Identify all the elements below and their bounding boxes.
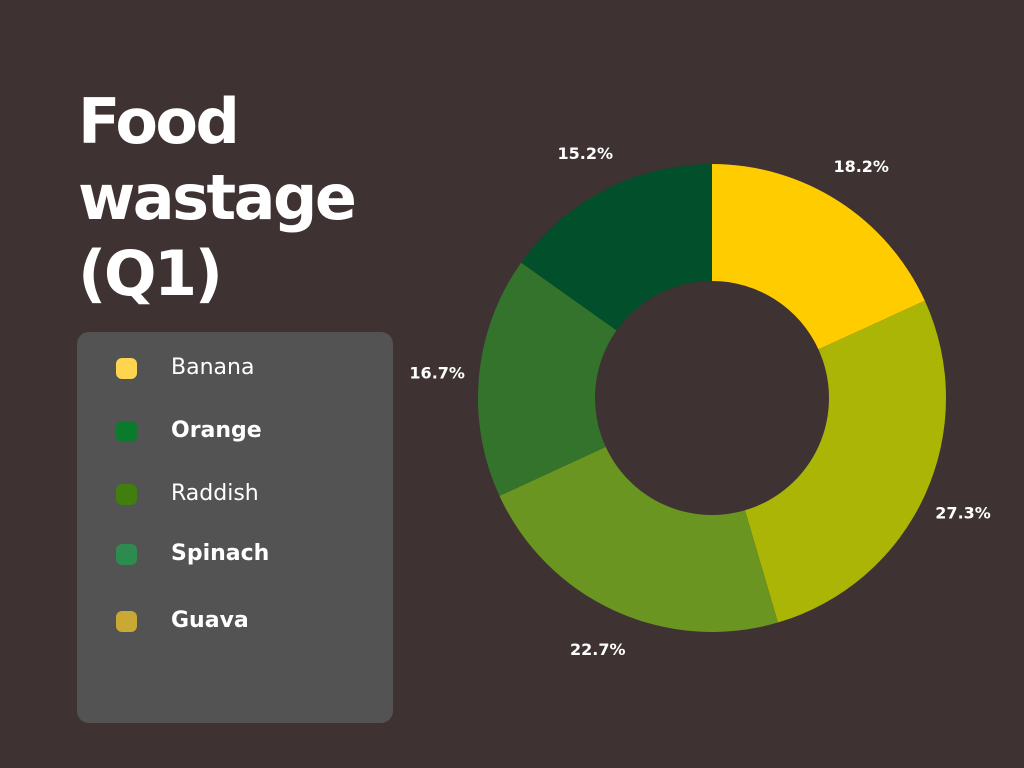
legend-swatch-banana xyxy=(116,358,137,379)
legend-swatch-raddish xyxy=(116,484,137,505)
legend-item-banana: Banana xyxy=(77,353,393,383)
donut-slice-2 xyxy=(744,300,947,623)
legend-panel: Banana Orange Raddish Spinach Guava xyxy=(77,332,393,723)
donut-slice-5 xyxy=(521,164,712,331)
title-line-3: (Q1) xyxy=(78,237,223,310)
slice-value-label-4: 16.7% xyxy=(409,363,465,382)
legend-label-orange: Orange xyxy=(171,418,262,443)
slice-value-label-1: 18.2% xyxy=(833,157,889,176)
chart-title: Food wastage (Q1) xyxy=(78,84,398,312)
legend-item-raddish: Raddish xyxy=(77,479,393,509)
legend-swatch-guava xyxy=(116,611,137,632)
legend-item-orange: Orange xyxy=(77,416,393,446)
title-line-2: wastage xyxy=(78,161,357,234)
title-line-1: Food xyxy=(78,85,240,158)
legend-label-raddish: Raddish xyxy=(171,481,259,506)
donut-slice-1 xyxy=(712,164,925,350)
legend-label-guava: Guava xyxy=(171,608,249,633)
slice-value-label-5: 15.2% xyxy=(558,144,614,163)
legend-item-guava: Guava xyxy=(77,606,393,636)
slice-value-label-2: 27.3% xyxy=(935,504,991,523)
legend-swatch-spinach xyxy=(116,544,137,565)
slice-value-label-3: 22.7% xyxy=(570,640,626,659)
legend-swatch-orange xyxy=(116,421,137,442)
legend-label-spinach: Spinach xyxy=(171,541,270,566)
legend-item-spinach: Spinach xyxy=(77,539,393,569)
donut-slice-3 xyxy=(499,446,778,632)
legend-label-banana: Banana xyxy=(171,355,255,380)
donut-slice-4 xyxy=(478,262,617,496)
